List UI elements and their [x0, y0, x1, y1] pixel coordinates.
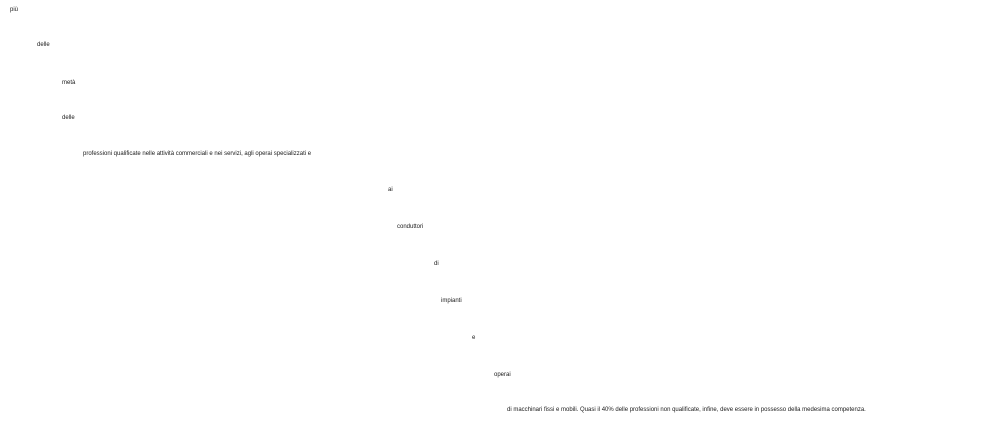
text-fragment-delle-2: delle — [62, 115, 75, 121]
text-fragment-macchinari: di macchinari fissi e mobili. Quasi il 4… — [507, 407, 866, 413]
text-fragment-meta: metà — [62, 80, 76, 86]
text-fragment-conduttori: conduttori — [397, 224, 424, 230]
text-fragment-impianti: impianti — [441, 298, 462, 304]
text-fragment-e: e — [472, 335, 476, 341]
text-fragment-piu: più — [10, 7, 19, 13]
text-fragment-operai: operai — [494, 372, 511, 378]
text-fragment-di: di — [434, 261, 439, 267]
text-fragment-ai: ai — [388, 187, 393, 193]
text-fragment-delle: delle — [37, 42, 50, 48]
text-fragment-professioni: professioni qualificate nelle attività c… — [83, 151, 312, 157]
